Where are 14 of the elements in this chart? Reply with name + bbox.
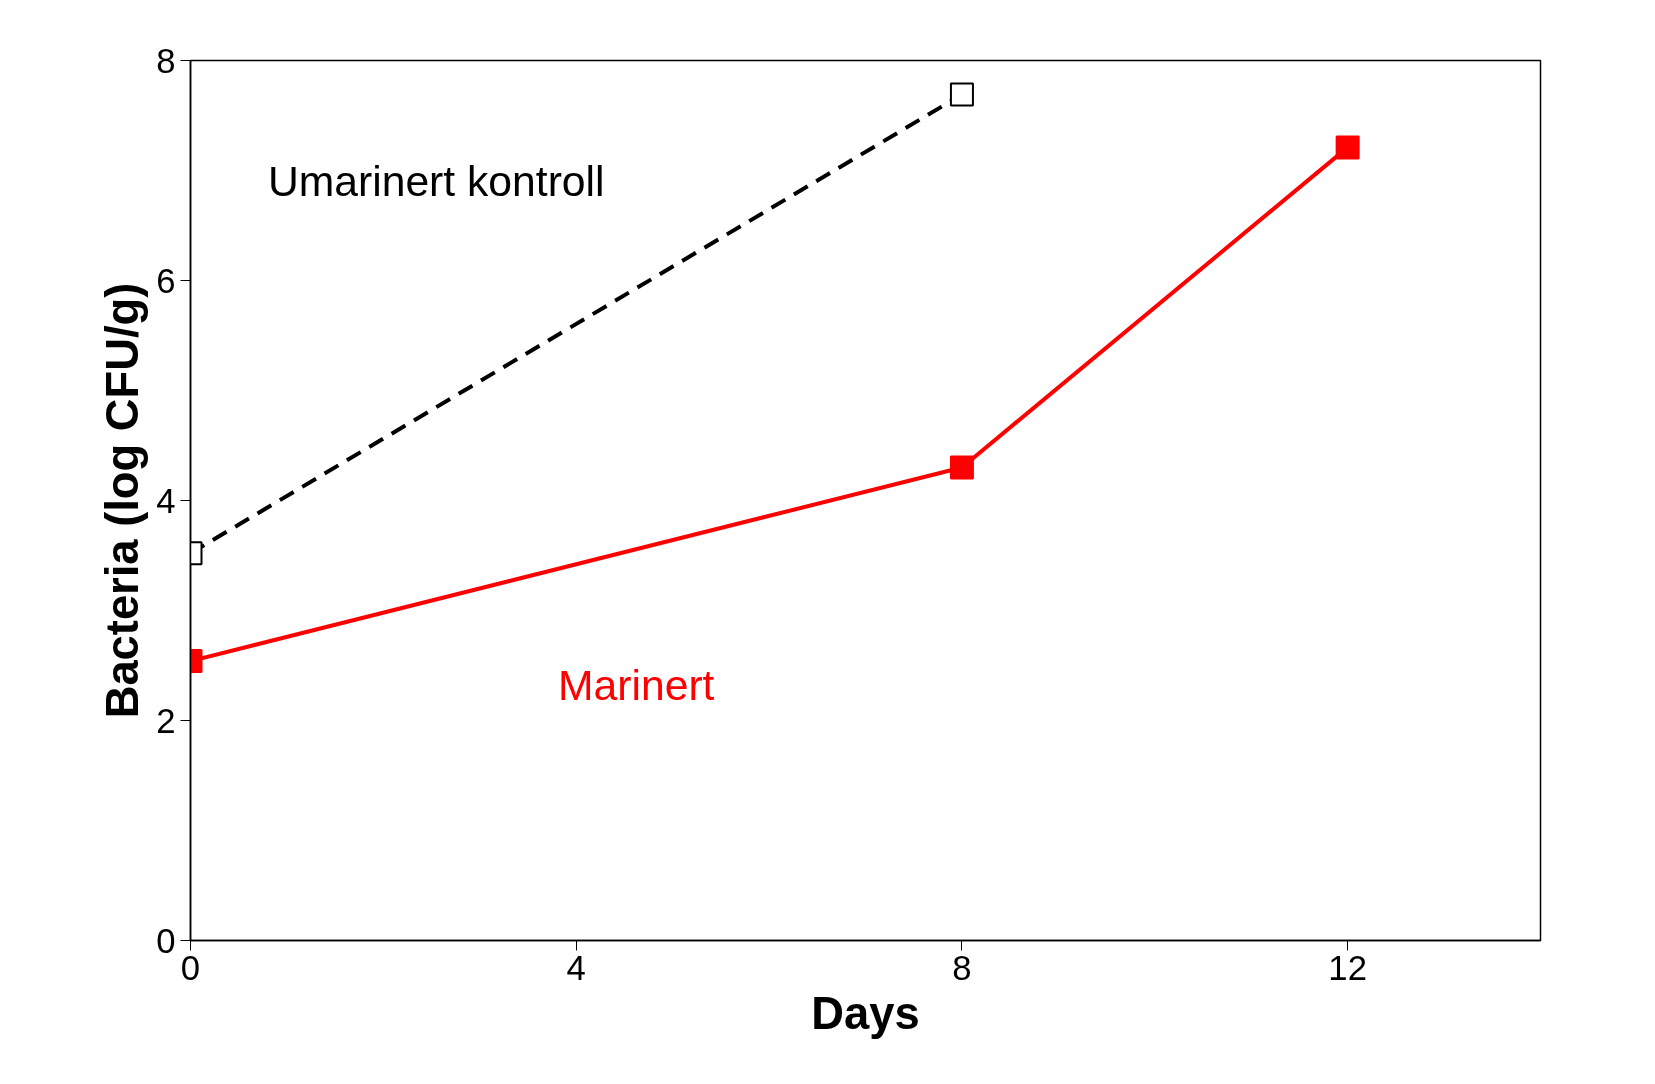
- y-tick-label: 4: [156, 481, 176, 520]
- y-axis-title: Bacteria (log CFU/g): [97, 282, 149, 719]
- y-tick-label: 0: [156, 921, 176, 960]
- x-tick-label: 0: [180, 948, 201, 987]
- text: Umarinert kontroll: [267, 156, 605, 205]
- y-tick-label: 8: [156, 41, 176, 80]
- text: Marinert: [557, 661, 715, 710]
- x-tick-label: 8: [952, 948, 972, 987]
- x-tick-label: 12: [1328, 948, 1367, 987]
- x-tick-label: 4: [566, 948, 586, 987]
- y-tick-label: 2: [156, 701, 176, 740]
- y-tick-label: 6: [156, 261, 176, 300]
- point: [949, 455, 974, 480]
- x-axis-title: Days: [811, 987, 920, 1039]
